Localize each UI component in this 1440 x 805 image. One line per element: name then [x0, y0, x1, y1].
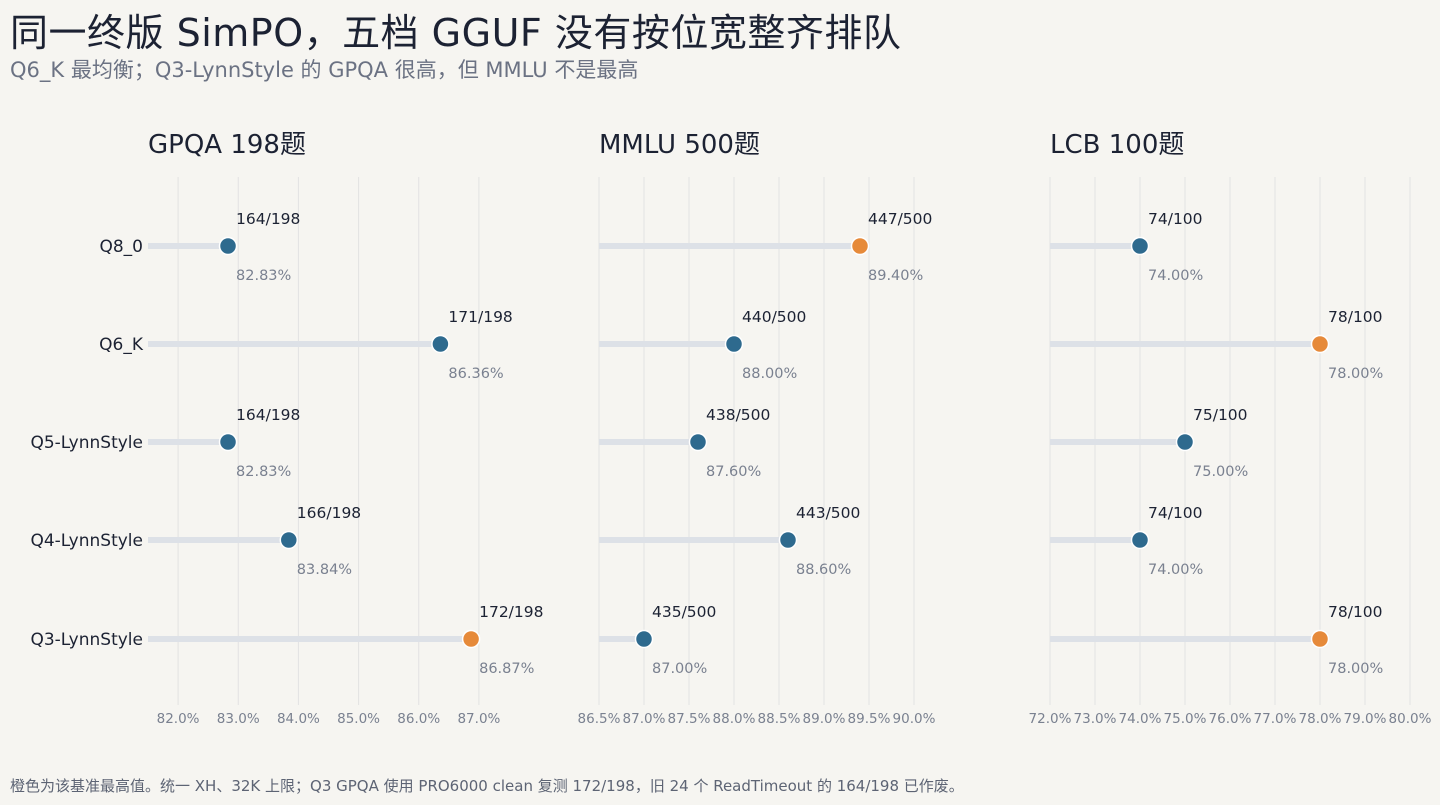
data-point [218, 432, 238, 452]
x-tick-label: 88.5% [758, 711, 801, 727]
count-label: 438/500 [706, 406, 770, 424]
count-label: 172/198 [479, 603, 543, 621]
category-label: Q5-LynnStyle [30, 433, 143, 453]
value-label: 83.84% [297, 562, 352, 578]
x-tick-label: 72.0% [1029, 711, 1072, 727]
x-tick-label: 84.0% [277, 711, 320, 727]
x-tick-label: 79.0% [1344, 711, 1387, 727]
category-label: Q4-LynnStyle [30, 531, 143, 551]
count-label: 164/198 [236, 406, 300, 424]
data-point [850, 236, 870, 256]
data-point [431, 334, 450, 354]
value-label: 82.83% [236, 464, 291, 480]
data-point [688, 432, 708, 452]
count-label: 78/100 [1328, 603, 1383, 621]
x-tick-label: 89.5% [848, 711, 891, 727]
x-tick-label: 88.0% [713, 711, 756, 727]
x-tick-label: 73.0% [1074, 711, 1117, 727]
page-subtitle: Q6_K 最均衡；Q3-LynnStyle 的 GPQA 很高，但 MMLU 不… [10, 58, 639, 82]
x-tick-label: 87.5% [668, 711, 711, 727]
count-label: 443/500 [796, 504, 860, 522]
value-label: 89.40% [868, 268, 923, 284]
category-label: Q6_K [99, 335, 144, 355]
value-label: 78.00% [1328, 661, 1383, 677]
count-label: 166/198 [297, 504, 361, 522]
x-tick-label: 78.0% [1299, 711, 1342, 727]
x-tick-label: 75.0% [1164, 711, 1207, 727]
count-label: 78/100 [1328, 308, 1383, 326]
data-point [1310, 334, 1330, 354]
x-tick-label: 82.0% [157, 711, 200, 727]
x-tick-label: 80.0% [1389, 711, 1432, 727]
value-label: 87.00% [652, 661, 707, 677]
data-point [1310, 629, 1330, 649]
x-tick-label: 87.0% [623, 711, 666, 727]
count-label: 74/100 [1148, 504, 1203, 522]
value-label: 86.87% [479, 661, 534, 677]
value-label: 75.00% [1193, 464, 1248, 480]
x-tick-label: 83.0% [217, 711, 260, 727]
value-label: 74.00% [1148, 562, 1203, 578]
data-point [724, 334, 744, 354]
count-label: 447/500 [868, 210, 932, 228]
footnote: 橙色为该基准最高值。统一 XH、32K 上限；Q3 GPQA 使用 PRO600… [10, 777, 964, 795]
data-point [778, 530, 798, 550]
value-label: 88.00% [742, 366, 797, 382]
count-label: 164/198 [236, 210, 300, 228]
panel-title: MMLU 500题 [599, 130, 760, 160]
x-tick-label: 76.0% [1209, 711, 1252, 727]
value-label: 87.60% [706, 464, 761, 480]
data-point [634, 629, 654, 649]
category-label: Q3-LynnStyle [30, 630, 143, 650]
value-label: 82.83% [236, 268, 291, 284]
count-label: 75/100 [1193, 406, 1248, 424]
count-label: 171/198 [448, 308, 512, 326]
panel-title: GPQA 198题 [148, 130, 306, 160]
x-tick-label: 89.0% [803, 711, 846, 727]
count-label: 435/500 [652, 603, 716, 621]
data-point [1175, 432, 1195, 452]
count-label: 440/500 [742, 308, 806, 326]
data-point [461, 629, 481, 649]
data-point [279, 530, 299, 550]
value-label: 78.00% [1328, 366, 1383, 382]
value-label: 86.36% [448, 366, 503, 382]
x-tick-label: 87.0% [457, 711, 500, 727]
x-tick-label: 77.0% [1254, 711, 1297, 727]
page-title: 同一终版 SimPO，五档 GGUF 没有按位宽整齐排队 [10, 11, 902, 55]
value-label: 74.00% [1148, 268, 1203, 284]
x-tick-label: 90.0% [893, 711, 936, 727]
category-label: Q8_0 [99, 237, 143, 257]
x-tick-label: 86.0% [397, 711, 440, 727]
count-label: 74/100 [1148, 210, 1203, 228]
data-point [1130, 236, 1150, 256]
x-tick-label: 86.5% [578, 711, 621, 727]
value-label: 88.60% [796, 562, 851, 578]
data-point [1130, 530, 1150, 550]
x-tick-label: 74.0% [1119, 711, 1162, 727]
data-point [218, 236, 238, 256]
x-tick-label: 85.0% [337, 711, 380, 727]
panel-title: LCB 100题 [1050, 130, 1184, 160]
